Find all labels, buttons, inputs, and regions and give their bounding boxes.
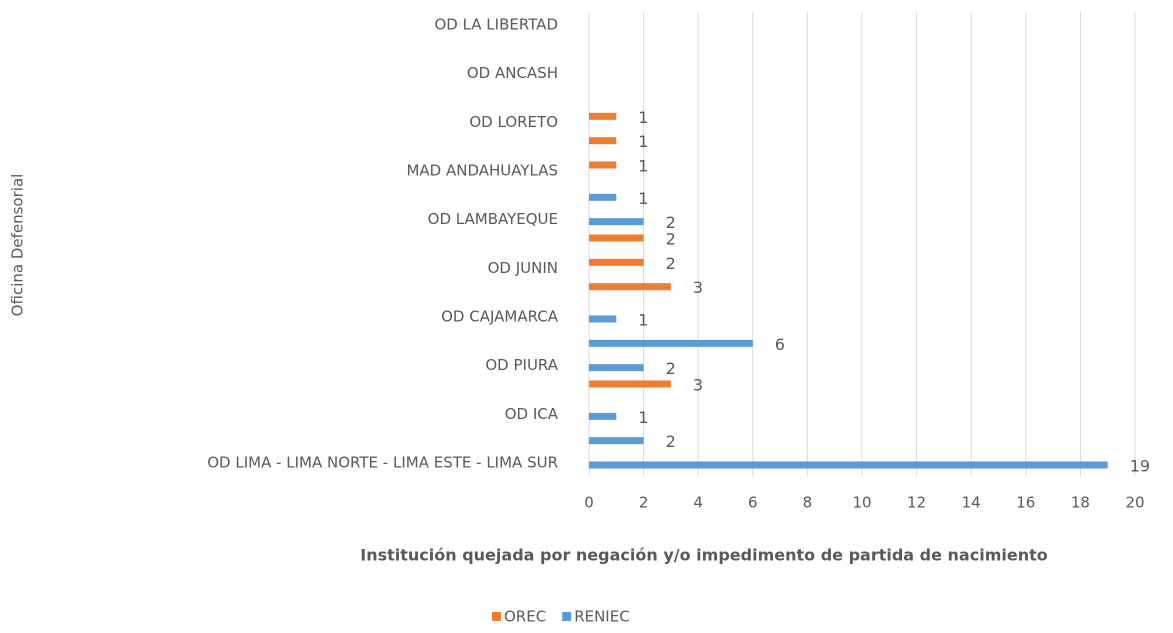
y-tick-label: OD LAMBAYEQUE [428,210,558,228]
bar [589,412,617,420]
bar [589,218,644,226]
data-label: 2 [666,254,676,273]
bar [589,461,1108,469]
y-tick-label: OD JUNIN [488,259,558,277]
x-tick-label: 0 [584,494,594,512]
x-tick-label: 18 [1071,494,1090,512]
data-label: 2 [666,432,676,451]
y-tick-label: OD LIMA - LIMA NORTE - LIMA ESTE - LIMA … [207,454,558,472]
x-tick-label: 10 [852,494,871,512]
x-axis-title: Institución quejada por negación y/o imp… [360,546,1047,565]
bar [589,339,753,347]
x-tick-label: 20 [1125,494,1144,512]
bar [589,137,617,145]
bar [589,112,617,120]
bar [589,258,644,266]
y-tick-label: OD ANCASH [467,64,558,82]
bar [589,437,644,445]
y-tick-label: OD LA LIBERTAD [434,16,558,34]
bar [589,234,644,242]
bar [589,161,617,169]
y-tick-label: MAD ANDAHUAYLAS [406,162,558,180]
data-label: 3 [693,278,703,297]
x-tick-label: 2 [639,494,649,512]
data-label: 1 [638,132,648,151]
bar [589,193,617,201]
bar [589,380,671,388]
x-tick-label: 16 [1016,494,1035,512]
bar [589,283,671,291]
bar [589,364,644,372]
x-tick-label: 14 [962,494,981,512]
legend-label: RENIEC [574,608,630,626]
y-tick-label: OD PIURA [485,356,558,374]
y-tick-label: OD ICA [505,405,559,423]
data-label: 1 [638,108,648,127]
data-label: 3 [693,376,703,395]
legend-label: OREC [504,608,546,626]
legend-swatch [492,612,501,621]
x-tick-label: 12 [907,494,926,512]
data-label: 6 [775,335,785,354]
y-axis-title: Oficina Defensorial [9,174,27,317]
data-label: 2 [666,230,676,249]
data-label: 1 [638,408,648,427]
legend-swatch [562,612,572,621]
data-label: 19 [1130,457,1150,476]
data-label: 1 [638,157,648,176]
data-label: 1 [638,189,648,208]
y-tick-label: OD LORETO [469,113,558,131]
data-label: 2 [666,359,676,378]
bar [589,315,617,323]
x-tick-label: 6 [748,494,758,512]
x-tick-label: 8 [803,494,813,512]
data-label: 1 [638,311,648,330]
data-label: 2 [666,213,676,232]
y-tick-label: OD CAJAMARCA [441,308,559,326]
x-tick-label: 4 [693,494,703,512]
